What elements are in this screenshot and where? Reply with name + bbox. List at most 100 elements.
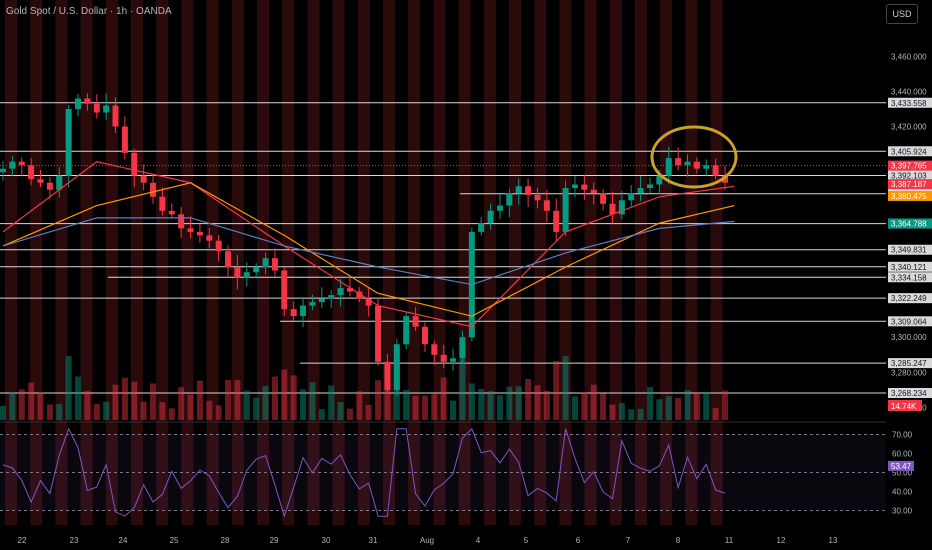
- candle-body: [600, 193, 607, 204]
- session-band: [433, 0, 446, 525]
- moving-average-line: [2, 217, 735, 286]
- volume-bar: [618, 402, 625, 420]
- candle-body: [384, 361, 391, 390]
- time-tick-label: 8: [676, 536, 681, 545]
- time-tick-label: Aug: [420, 536, 434, 545]
- candle-body: [440, 354, 447, 362]
- volume-bar: [206, 400, 213, 420]
- candle-body: [421, 326, 428, 345]
- volume-bar: [628, 409, 635, 420]
- volume-bar: [253, 397, 260, 420]
- level-label-bg: [888, 272, 932, 283]
- candle-body: [450, 358, 457, 362]
- candle-body: [346, 288, 353, 292]
- candle-body: [159, 196, 166, 211]
- candle-body: [28, 165, 35, 180]
- volume-bar: [103, 401, 110, 420]
- volume-bar: [121, 377, 128, 420]
- time-tick-label: 11: [725, 536, 734, 545]
- volume-bar: [328, 385, 335, 420]
- volume-bar: [712, 407, 719, 420]
- volume-bar: [159, 402, 166, 420]
- candle-body: [543, 200, 550, 211]
- session-band: [685, 0, 698, 525]
- volume-bar: [9, 392, 16, 420]
- candle-body: [84, 98, 91, 104]
- volume-bar: [93, 404, 100, 420]
- level-label-bg: [888, 358, 932, 369]
- level-label-bg: [888, 146, 932, 157]
- candle-body: [243, 272, 250, 278]
- level-label: 3,340.121: [891, 263, 927, 272]
- level-label-bg: [888, 316, 932, 327]
- price-label-bg: [888, 160, 932, 171]
- level-label: 3,309.064: [891, 317, 927, 326]
- volume-bar: [215, 405, 222, 420]
- candle-body: [281, 270, 288, 310]
- candle-body: [309, 302, 316, 306]
- candle-body: [403, 316, 410, 345]
- candle-body: [328, 295, 335, 299]
- session-band: [80, 0, 93, 525]
- volume-bar: [281, 369, 288, 420]
- volume-bar: [318, 409, 325, 420]
- session-band: [458, 0, 471, 525]
- volume-bar: [309, 382, 316, 420]
- volume-bar: [243, 390, 250, 420]
- session-band: [609, 0, 622, 525]
- candle-body: [206, 235, 213, 241]
- time-tick-label: 29: [270, 536, 279, 545]
- volume-bar: [581, 392, 588, 420]
- price-label-bg: [888, 179, 932, 190]
- volume-bar: [131, 381, 138, 420]
- level-label: 3,285.247: [891, 359, 927, 368]
- candle-body: [253, 267, 260, 273]
- session-band: [105, 0, 118, 525]
- candle-body: [675, 158, 682, 166]
- candle-body: [412, 316, 419, 327]
- candle-body: [684, 161, 691, 166]
- candle-body: [393, 344, 400, 390]
- rsi-tick-label: 40.00: [892, 488, 913, 497]
- candle-body: [56, 175, 63, 190]
- candle-body: [93, 103, 100, 113]
- candle-body: [534, 195, 541, 201]
- volume-bar: [37, 392, 44, 420]
- price-label: 3,364.788: [891, 219, 927, 228]
- volume-bar: [431, 394, 438, 420]
- volume-bar: [478, 388, 485, 420]
- candle-body: [487, 210, 494, 224]
- session-band: [509, 0, 521, 525]
- session-band: [282, 0, 295, 525]
- volume-bar: [637, 408, 644, 420]
- candle-body: [722, 175, 728, 183]
- moving-averages: [2, 161, 735, 328]
- volume-bar: [403, 389, 410, 420]
- volume-bar: [412, 395, 419, 420]
- volume-bar: [450, 400, 457, 420]
- volume-bar: [656, 399, 663, 420]
- candle-body: [168, 210, 175, 215]
- rsi-value-bg: [888, 460, 914, 471]
- currency-button[interactable]: USD: [886, 4, 918, 24]
- volume-bar: [178, 387, 185, 420]
- candle-body: [646, 184, 653, 188]
- session-band: [181, 0, 194, 525]
- candle-body: [496, 205, 503, 211]
- time-axis-bg: [0, 530, 932, 550]
- candle-body: [65, 109, 72, 176]
- session-band: [131, 0, 143, 525]
- level-label-bg: [888, 387, 932, 398]
- moving-average-line: [2, 161, 735, 328]
- volume-bar: [506, 386, 513, 420]
- volume-bar: [487, 391, 494, 420]
- session-band: [584, 0, 597, 525]
- volume-bar: [150, 383, 157, 420]
- session-band: [332, 0, 345, 525]
- time-tick-label: 22: [18, 536, 27, 545]
- candle-body: [300, 305, 307, 317]
- candle-body: [693, 161, 700, 169]
- candle-body: [553, 210, 560, 232]
- time-tick-label: 25: [170, 536, 179, 545]
